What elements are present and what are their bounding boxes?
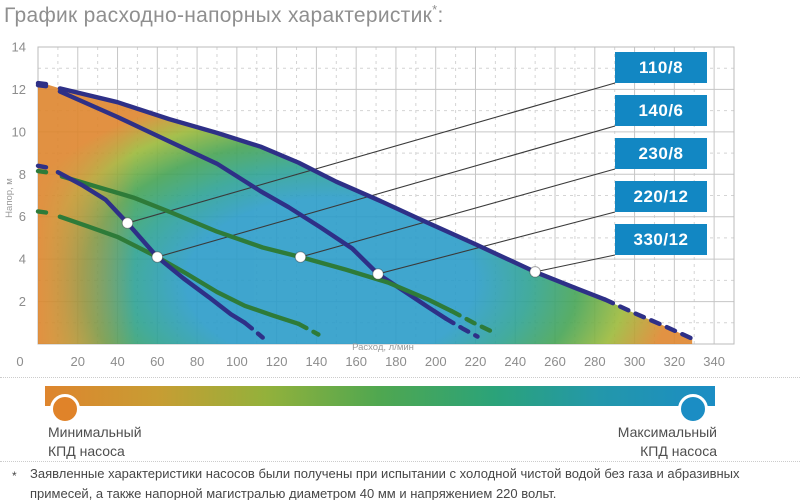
curve-220/12 — [57, 89, 448, 321]
svg-text:260: 260 — [544, 354, 566, 369]
svg-text:220: 220 — [465, 354, 487, 369]
svg-text:140: 140 — [306, 354, 328, 369]
label-box-text-220/12: 220/12 — [634, 187, 689, 206]
svg-text:10: 10 — [12, 124, 26, 139]
svg-text:4: 4 — [19, 252, 26, 267]
curve-label-boxes: 110/8 140/6 230/8 220/12 330/12 — [615, 52, 707, 255]
title-colon: : — [437, 4, 444, 27]
svg-text:340: 340 — [703, 354, 725, 369]
svg-text:8: 8 — [19, 167, 26, 182]
curve-end-dash-110/8 — [242, 320, 265, 340]
y-axis-title: Напор, м — [4, 178, 15, 218]
svg-text:14: 14 — [12, 40, 26, 55]
axis-ticks: 0 20 40 60 80 100 120 140 160 180 200 220 240 260 280 3… — [12, 40, 725, 370]
curve-230/8 — [59, 174, 454, 314]
svg-text:60: 60 — [150, 354, 164, 369]
curve-marker-dots — [121, 217, 541, 280]
label-box-220/12 — [615, 181, 707, 212]
svg-text:40: 40 — [110, 354, 124, 369]
label-box-330/12 — [615, 224, 707, 255]
curve-140/6 — [57, 214, 301, 326]
title-asterisk: * — [432, 2, 438, 17]
svg-text:12: 12 — [12, 82, 26, 97]
min-efficiency-label-line1: Минимальный — [48, 424, 142, 440]
max-efficiency-label-line2: КПД насоса — [640, 443, 717, 459]
svg-text:80: 80 — [190, 354, 204, 369]
footnote-text: Заявленные характеристики насосов были п… — [30, 466, 740, 500]
min-efficiency-label: Минимальный КПД насоса — [48, 423, 142, 461]
separator-line-top — [0, 377, 800, 378]
svg-text:6: 6 — [19, 209, 26, 224]
svg-text:100: 100 — [226, 354, 248, 369]
curve-end-dash-330/12 — [602, 297, 695, 341]
curve-start-dash-220/12 — [35, 83, 49, 89]
footnote: * Заявленные характеристики насосов были … — [4, 464, 796, 500]
label-box-text-230/8: 230/8 — [638, 144, 683, 163]
pump-curves-chart: 110/8 140/6 230/8 220/12 330/12 0 20 40 60 80 100 1… — [4, 40, 735, 370]
svg-text:280: 280 — [584, 354, 606, 369]
svg-text:0: 0 — [16, 354, 23, 369]
label-box-text-330/12: 330/12 — [634, 230, 689, 249]
label-box-230/8 — [615, 138, 707, 169]
label-box-110/8 — [615, 52, 707, 83]
curve-start-dash-140/6 — [35, 209, 49, 215]
curve-start-dash-230/8 — [35, 168, 49, 175]
max-efficiency-label: Максимальный КПД насоса — [618, 423, 717, 461]
svg-text:180: 180 — [385, 354, 407, 369]
min-efficiency-marker-dot — [50, 394, 80, 424]
label-box-text-110/8: 110/8 — [639, 58, 683, 77]
curve-start-dash-110/8 — [35, 163, 49, 170]
svg-text:20: 20 — [71, 354, 85, 369]
svg-text:320: 320 — [663, 354, 685, 369]
separator-line-bottom — [0, 461, 800, 462]
page-title-text: График расходно-напорных характеристик — [4, 4, 433, 27]
max-efficiency-label-line1: Максимальный — [617, 424, 717, 440]
label-box-140/6 — [615, 95, 707, 126]
footnote-asterisk: * — [12, 469, 17, 483]
curve-end-dash-230/8 — [449, 308, 494, 334]
page-title: График расходно-напорных характеристик*: — [4, 2, 444, 28]
curve-end-dash-140/6 — [296, 321, 321, 337]
svg-text:2: 2 — [19, 294, 26, 309]
label-box-text-140/6: 140/6 — [638, 101, 683, 120]
svg-text:160: 160 — [345, 354, 367, 369]
efficiency-gradient-bar — [45, 386, 715, 406]
svg-text:300: 300 — [624, 354, 646, 369]
x-axis-title: Расход, л/мин — [352, 342, 414, 353]
svg-text:240: 240 — [504, 354, 526, 369]
svg-text:200: 200 — [425, 354, 447, 369]
max-efficiency-marker-dot — [678, 394, 708, 424]
svg-text:120: 120 — [266, 354, 288, 369]
curve-end-dash-220/12 — [443, 316, 480, 339]
min-efficiency-label-line2: КПД насоса — [48, 443, 125, 459]
